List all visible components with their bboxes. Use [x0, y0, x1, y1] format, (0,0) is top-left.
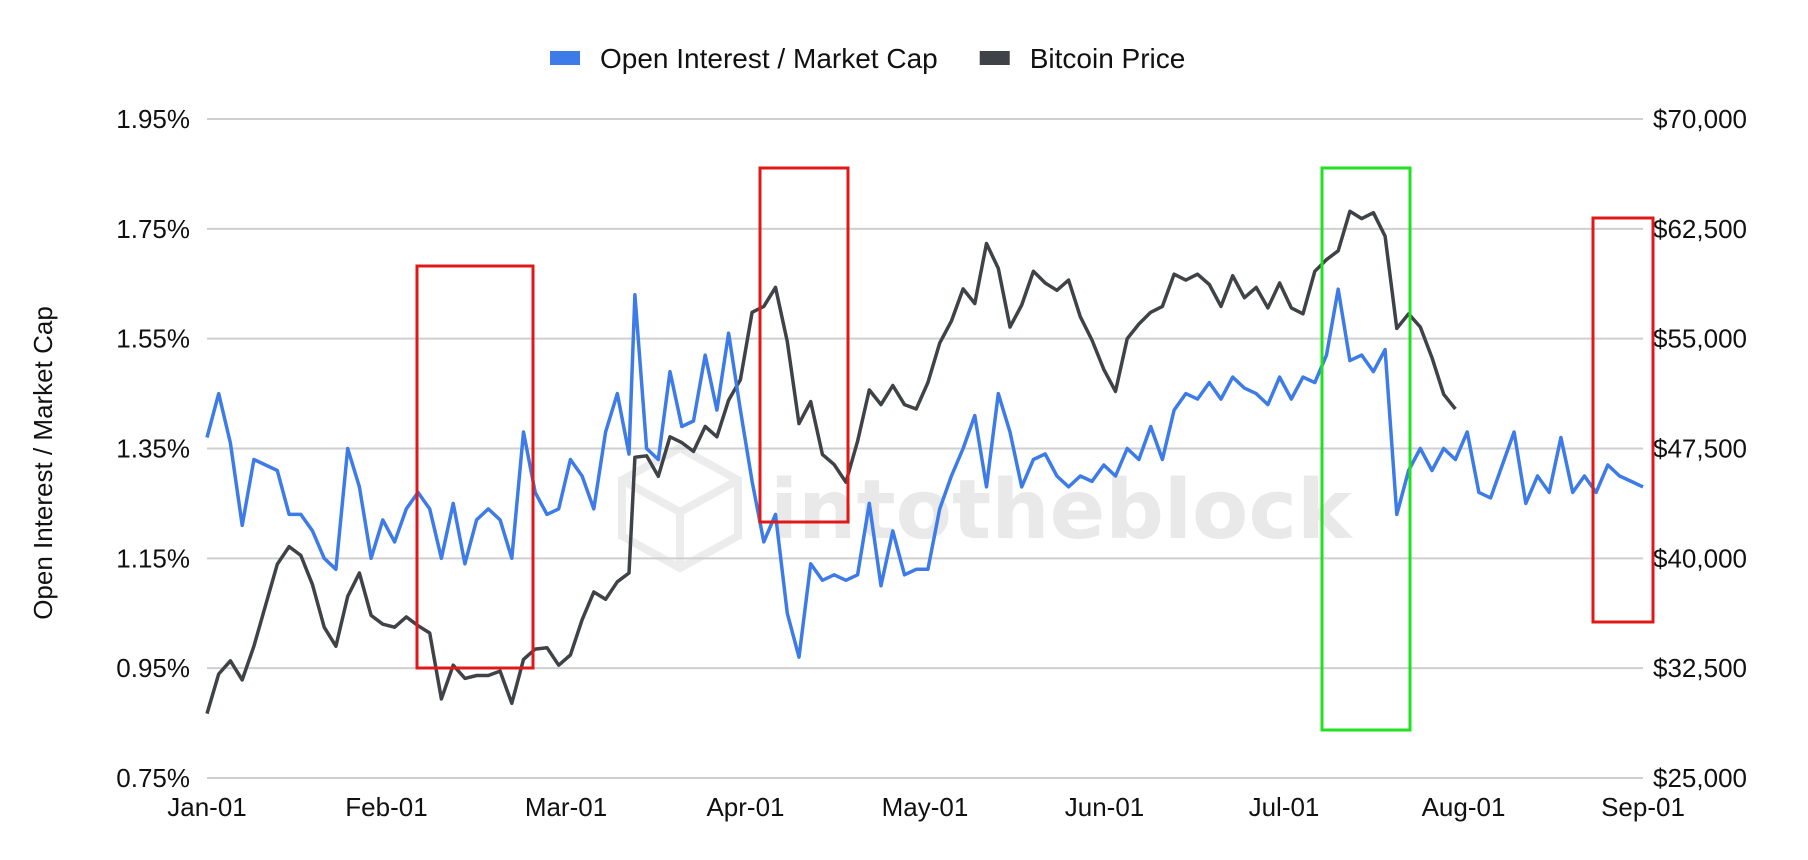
left-tick-label: 1.15%	[116, 543, 190, 573]
right-tick-label: $32,500	[1653, 653, 1747, 683]
left-tick-label: 1.95%	[116, 104, 190, 134]
right-axis-ticks: $25,000 $32,500 $40,000 $47,500 $55,000 $62,5…	[1653, 104, 1747, 793]
legend: Open Interest / Market Cap Bitcoin Price	[550, 43, 1185, 74]
legend-label: Bitcoin Price	[1030, 43, 1186, 74]
legend-label: Open Interest / Market Cap	[600, 43, 938, 74]
left-axis-ticks: 0.75% 0.95% 1.15% 1.35% 1.55% 1.75% 1.95%	[116, 104, 190, 793]
open-interest-line	[205, 287, 1644, 659]
x-tick-label: Sep-01	[1601, 792, 1685, 822]
right-tick-label: $47,500	[1653, 434, 1747, 464]
x-tick-label: Mar-01	[525, 792, 607, 822]
gridlines	[207, 118, 1643, 779]
highlight-box-red	[1591, 216, 1655, 624]
x-tick-label: Jan-01	[167, 792, 247, 822]
legend-swatch	[550, 51, 580, 65]
right-tick-label: $62,500	[1653, 214, 1747, 244]
highlight-box-red	[758, 166, 850, 524]
watermark-text: intotheblock	[770, 463, 1354, 558]
x-tick-label: Apr-01	[706, 792, 784, 822]
y-axis-title: Open Interest / Market Cap	[28, 306, 58, 620]
highlight-box-red	[415, 264, 535, 670]
x-tick-label: May-01	[882, 792, 969, 822]
left-tick-label: 1.35%	[116, 434, 190, 464]
highlight-box-green	[1320, 166, 1412, 732]
left-tick-label: 1.55%	[116, 324, 190, 354]
left-tick-label: 0.75%	[116, 763, 190, 793]
right-tick-label: $70,000	[1653, 104, 1747, 134]
x-tick-label: Jun-01	[1065, 792, 1145, 822]
left-tick-label: 1.75%	[116, 214, 190, 244]
right-tick-label: $55,000	[1653, 324, 1747, 354]
right-tick-label: $40,000	[1653, 543, 1747, 573]
left-tick-label: 0.95%	[116, 653, 190, 683]
annotation-boxes	[415, 166, 1655, 732]
right-tick-label: $25,000	[1653, 763, 1747, 793]
legend-swatch	[979, 51, 1010, 65]
x-tick-label: Jul-01	[1249, 792, 1320, 822]
x-tick-label: Feb-01	[345, 792, 427, 822]
x-tick-label: Aug-01	[1422, 792, 1506, 822]
x-axis-ticks: Jan-01 Feb-01 Mar-01 Apr-01 May-01 Jun-01 Jul-…	[167, 792, 1685, 822]
